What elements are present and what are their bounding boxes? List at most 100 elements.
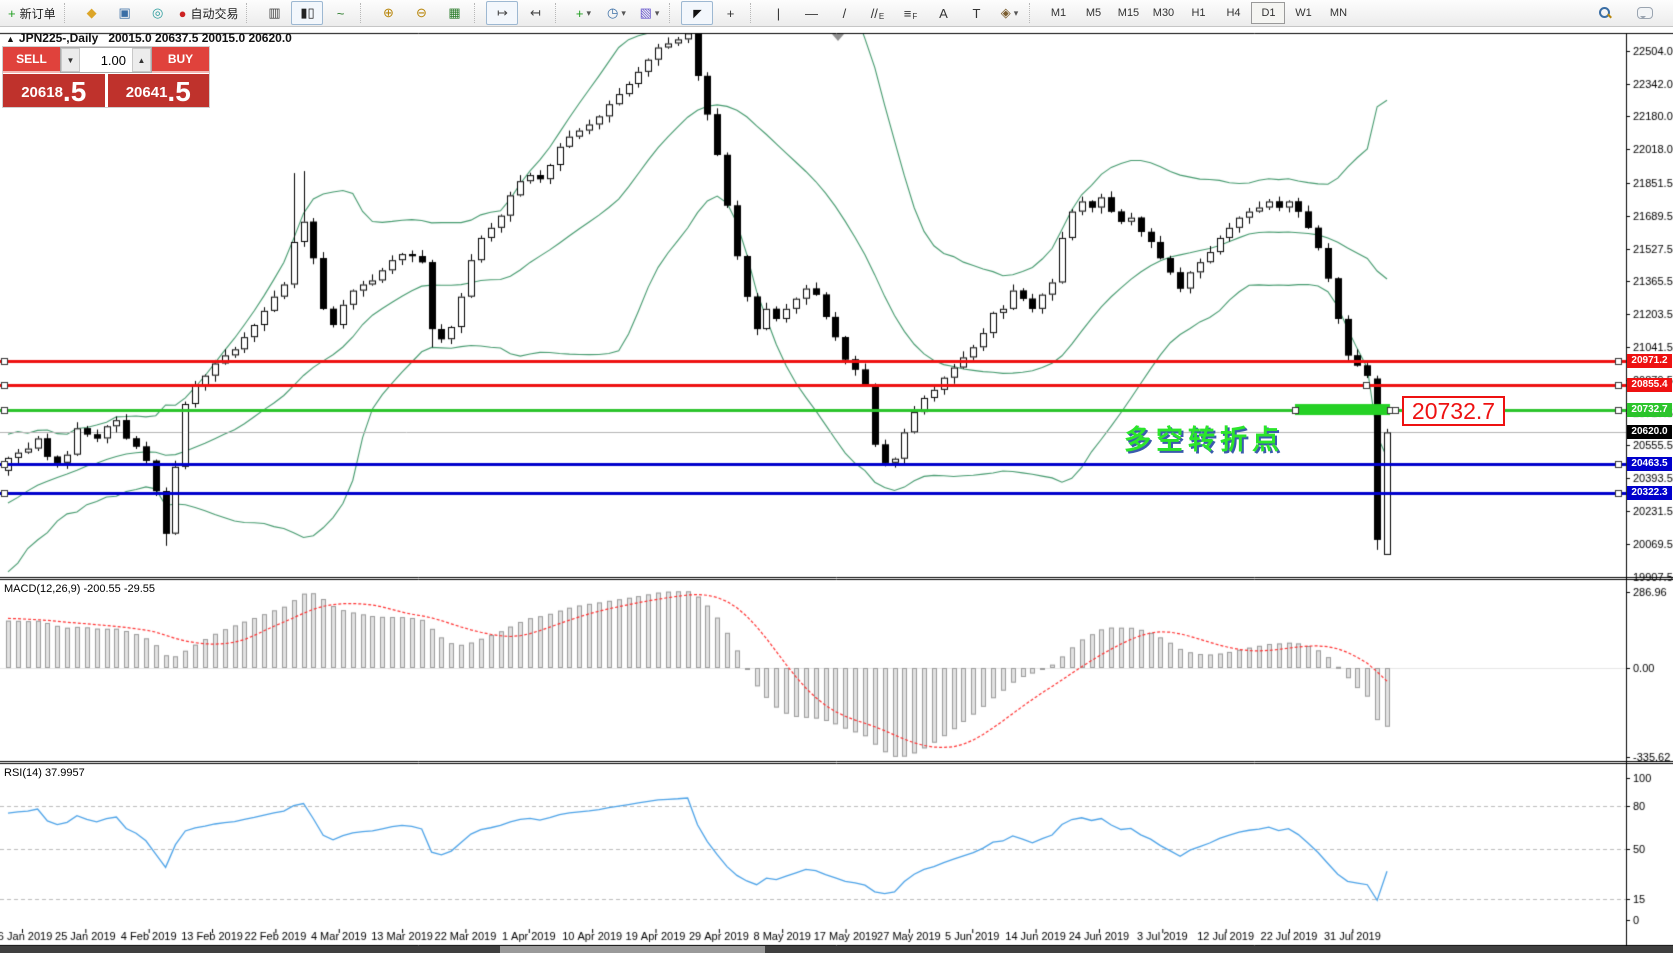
chart-line-button[interactable]: ~ [324,1,356,25]
arrows-icon: ◈ [1000,5,1011,20]
price-callout-label[interactable]: 20732.7 [1402,396,1505,426]
price-tag-20855.4[interactable]: 20855.4 [1627,378,1672,392]
indicators-dropdown-icon[interactable]: ▾ [586,7,592,18]
arrows-dropdown-icon[interactable]: ▾ [1013,7,1019,18]
zoom-out-button[interactable]: ⊖ [405,1,437,25]
horizontal-scrollbar[interactable] [0,946,1673,953]
text-icon: A [939,5,948,21]
search-icon [1599,7,1611,19]
timeframe-h1-button[interactable]: H1 [1191,7,1206,19]
templates-dropdown-icon[interactable]: ▾ [654,7,660,18]
buy-price[interactable]: 20641.5 [107,74,209,107]
arrows-button[interactable]: ◈ ▾ [993,1,1025,25]
rsi-label: RSI(14) 37.9957 [4,767,85,779]
trendline-button[interactable]: / [828,1,860,25]
timeframe-m15-button[interactable]: M15 [1117,7,1140,19]
new-order-button[interactable]: + 新订单 [4,1,60,25]
sell-price-big: .5 [62,76,87,107]
price-tag-20732.7[interactable]: 20732.7 [1627,403,1672,417]
annotation-text[interactable]: 多空转折点 [1124,425,1284,455]
indicators-button[interactable]: + ▾ [567,1,599,25]
tile-windows-button[interactable]: ▦ [438,1,470,25]
timeframe-group: M1 M5 M15 M30 H1 H4 D1 W1 MN [1041,2,1355,24]
auto-scroll-button[interactable]: ↦ [486,1,519,25]
templates-icon: ▧ [639,5,652,20]
new-order-icon: + [8,5,16,21]
vertical-line-button[interactable]: | [762,1,794,25]
chart-header: ▲ JPN225-,Daily 20015.0 20637.5 20015.0 20… [6,31,292,45]
ohlc-values: 20015.0 20637.5 20015.0 20620.0 [108,31,292,45]
text-label-button[interactable]: T [960,1,992,25]
sell-price-main: 20618 [21,84,63,101]
periods-icon: ◷ [607,5,619,20]
navigator-icon: ◎ [151,5,164,20]
volume-increase-button[interactable]: ▲ [132,48,151,72]
price-tag-20971.2[interactable]: 20971.2 [1627,354,1672,368]
horizontal-line-button[interactable]: — [795,1,827,25]
buy-price-main: 20641 [125,84,168,101]
chart-line-icon: ~ [336,5,345,21]
toolbar-separator [1029,3,1037,23]
fibonacci-button[interactable]: ≡ F [894,1,926,25]
equidistant-channel-button[interactable]: //E [861,1,893,25]
cursor-icon: ◤ [693,7,702,20]
market-watch-icon: ◆ [86,5,97,20]
community-chat-button[interactable] [1629,1,1661,25]
vertical-line-icon: | [776,5,781,21]
fibonacci-icon: ≡ [903,5,912,21]
horizontal-line-icon: — [804,5,818,21]
search-button[interactable] [1589,1,1621,25]
cursor-button[interactable]: ◤ [681,1,714,25]
toolbar-separator [669,3,677,23]
data-window-button[interactable]: ▣ [109,1,141,25]
sell-price[interactable]: 20618.5 [3,74,105,107]
toolbar-separator [360,3,368,23]
chart-candles-button[interactable]: ▮▯ [291,1,324,25]
toolbar-separator [750,3,758,23]
current-price-tag: 20620.0 [1627,425,1672,439]
zoom-in-icon: ⊕ [383,5,394,20]
fibonacci-sub-label: F [912,11,918,21]
price-tag-20322.3[interactable]: 20322.3 [1627,486,1672,500]
timeframe-m30-button[interactable]: M30 [1152,7,1175,19]
timeframe-mn-button[interactable]: MN [1329,7,1348,19]
crosshair-button[interactable]: + [714,1,746,25]
scrollbar-thumb[interactable] [500,946,765,953]
zoom-in-button[interactable]: ⊕ [372,1,404,25]
market-watch-button[interactable]: ◆ [76,1,108,25]
chart-candles-icon: ▮▯ [300,5,315,20]
equidistant-channel-sub-label: E [878,11,885,21]
toolbar: + 新订单 ◆ ▣ ◎ ● 自动交易 ▥ ▮▯ ~ ⊕ ⊖ ▦ ↦ ↤ + ▾ ◷ ▾ ▧ ▾ ◤ + | — ///E ≡ F A T ◈… [0,0,1673,27]
periods-button[interactable]: ◷ ▾ [600,1,632,25]
timeframe-m5-button[interactable]: M5 [1085,7,1102,19]
new-order-label: 新订单 [19,6,56,21]
chart-bars-button[interactable]: ▥ [258,1,290,25]
timeframe-m1-button[interactable]: M1 [1050,7,1067,19]
templates-button[interactable]: ▧ ▾ [633,1,665,25]
equidistant-channel-icon: // [870,5,878,21]
periods-dropdown-icon[interactable]: ▾ [621,7,626,18]
tile-windows-icon: ▦ [448,5,461,20]
buy-price-big: .5 [167,76,191,107]
volume-decrease-button[interactable]: ▼ [61,48,80,72]
auto-trading-button[interactable]: ● 自动交易 [175,1,243,25]
timeframe-h4-button[interactable]: H4 [1226,7,1241,19]
text-button[interactable]: A [927,1,959,25]
navigator-button[interactable]: ◎ [142,1,174,25]
symbol-period-label: JPN225-,Daily [18,31,99,45]
chart-shift-button[interactable]: ↤ [519,1,551,25]
timeframe-w1-button[interactable]: W1 [1295,7,1312,19]
toolbar-separator [555,3,563,23]
price-tag-20463.5[interactable]: 20463.5 [1627,457,1672,471]
buy-button[interactable]: BUY [152,47,209,73]
collapse-arrow-icon[interactable]: ▲ [6,34,15,44]
indicators-icon: + [575,5,584,21]
toolbar-separator [474,3,482,23]
sell-button[interactable]: SELL [3,47,60,73]
volume-input[interactable]: 1.00 [100,52,126,68]
macd-label: MACD(12,26,9) -200.55 -29.55 [4,583,156,595]
auto-trading-icon: ● [178,5,187,21]
timeframe-d1-button[interactable]: D1 [1251,2,1286,24]
